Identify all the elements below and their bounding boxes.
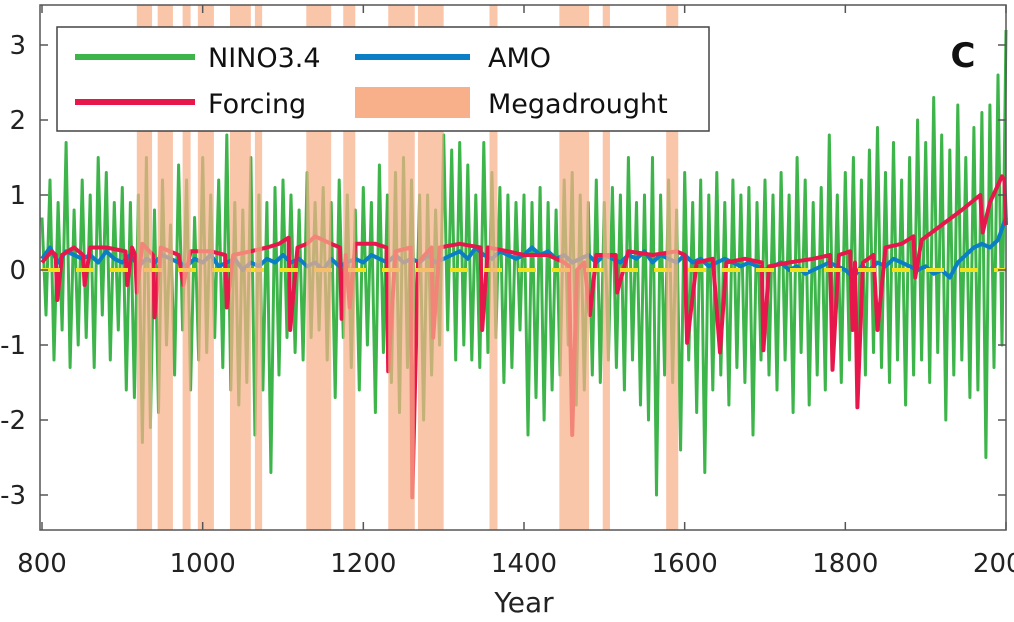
- megadrought-band: [343, 5, 356, 530]
- megadrought-band: [254, 5, 263, 530]
- megadrought-band: [157, 5, 173, 530]
- megadrought-band: [489, 5, 498, 530]
- megadrought-band: [602, 5, 610, 530]
- panel-label: C: [951, 36, 976, 76]
- megadrought-band: [666, 5, 679, 530]
- y-tick-label: 1: [9, 181, 26, 211]
- megadrought-band: [197, 5, 214, 530]
- y-tick-label: -1: [0, 331, 26, 361]
- x-tick-label: 1800: [812, 549, 878, 579]
- x-tick-label: 1400: [491, 549, 557, 579]
- axes: 800 1000 1200 1400 1600 1800 2000 3 2 1 0 -1 -2 -3: [0, 5, 1014, 579]
- x-tick-label: 1600: [652, 549, 718, 579]
- megadrought-band: [136, 5, 153, 530]
- y-tick-label: 3: [9, 31, 26, 61]
- legend-label-nino: NINO3.4: [208, 43, 321, 74]
- legend-label-megadrought: Megadrought: [488, 89, 668, 120]
- legend: NINO3.4 AMO Forcing Megadrought: [56, 26, 710, 132]
- x-tick-label: 1200: [330, 549, 396, 579]
- plot-frame: [39, 4, 1007, 531]
- x-tick-label: 1000: [170, 549, 236, 579]
- y-tick-label: 2: [9, 106, 26, 136]
- megadrought-band: [229, 5, 251, 530]
- legend-label-forcing: Forcing: [208, 89, 306, 120]
- y-tick-label: -2: [0, 406, 26, 436]
- megadrought-band: [182, 5, 191, 530]
- series-forcing-line: [40, 174, 1008, 500]
- legend-label-amo: AMO: [488, 43, 551, 74]
- y-tick-label: -3: [0, 481, 26, 511]
- x-axis-label: Year: [493, 586, 554, 619]
- x-tick-label: 800: [17, 549, 67, 579]
- x-tick-label: 2000: [973, 549, 1014, 579]
- legend-swatch-megadrought: [355, 87, 470, 118]
- y-tick-label: 0: [9, 256, 26, 286]
